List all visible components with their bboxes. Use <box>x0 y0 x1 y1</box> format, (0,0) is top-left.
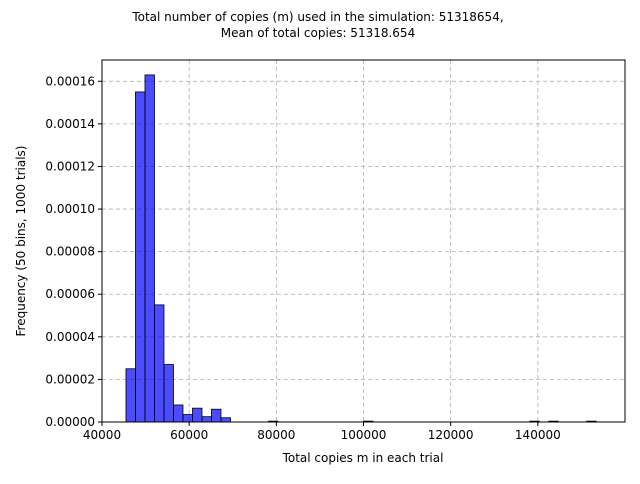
histogram-bar <box>125 368 136 423</box>
chart-title-line1: Total number of copies (m) used in the s… <box>131 10 503 24</box>
x-tick-label: 100000 <box>341 428 387 442</box>
x-tick-label: 60000 <box>170 428 208 442</box>
histogram-bar <box>220 417 231 423</box>
histogram-bar <box>192 407 203 423</box>
histogram-bar <box>173 404 184 423</box>
y-tick-label: 0.00010 <box>45 202 95 216</box>
y-tick-label: 0.00014 <box>45 117 95 131</box>
y-tick-label: 0.00008 <box>45 245 95 259</box>
x-axis-ticks: 40000 60000 80000 100000 120000 140000 <box>83 422 561 442</box>
y-tick-label: 0.00006 <box>45 287 95 301</box>
histogram-bar <box>135 91 146 423</box>
x-tick-label: 120000 <box>428 428 474 442</box>
x-axis-label: Total copies m in each trial <box>282 451 444 465</box>
x-tick-label: 140000 <box>515 428 561 442</box>
y-tick-label: 0.00012 <box>45 159 95 173</box>
histogram-bar <box>144 74 155 423</box>
histogram-bar <box>182 414 193 423</box>
y-tick-label: 0.00004 <box>45 330 95 344</box>
histogram-bar <box>201 416 212 423</box>
x-tick-label: 80000 <box>257 428 295 442</box>
histogram-bar <box>154 304 165 423</box>
y-tick-label: 0.00000 <box>45 415 95 429</box>
histogram-bar <box>211 408 222 423</box>
chart-title-line2: Mean of total copies: 51318.654 <box>221 26 415 40</box>
y-tick-label: 0.00002 <box>45 372 95 386</box>
y-axis-ticks: 0.00000 0.00002 0.00004 0.00006 0.00008 0.000… <box>45 74 102 429</box>
x-tick-label: 40000 <box>83 428 121 442</box>
y-tick-label: 0.00016 <box>45 74 95 88</box>
histogram-bar <box>163 364 174 423</box>
y-axis-label: Frequency (50 bins, 1000 trials) <box>14 146 28 337</box>
